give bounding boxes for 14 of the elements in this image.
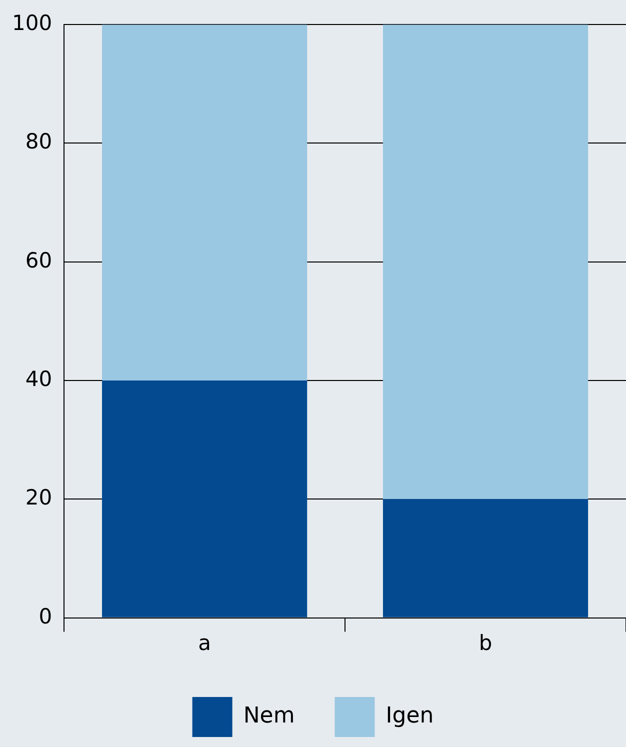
bar bbox=[102, 380, 308, 618]
bar bbox=[382, 24, 588, 500]
y-tick-label: 60 bbox=[25, 248, 52, 272]
y-tick-label: 0 bbox=[38, 604, 52, 628]
y-tick-label: 80 bbox=[25, 130, 52, 154]
bar bbox=[382, 499, 588, 618]
legend-label: Igen bbox=[386, 704, 434, 729]
x-tick-label: b bbox=[478, 630, 492, 655]
y-tick-label: 40 bbox=[25, 366, 52, 391]
bar bbox=[102, 24, 308, 381]
y-tick-label: 100 bbox=[12, 11, 52, 36]
y-tick-label: 20 bbox=[25, 486, 52, 510]
x-tick-label: a bbox=[198, 630, 211, 655]
legend-label: Nem bbox=[243, 704, 295, 729]
